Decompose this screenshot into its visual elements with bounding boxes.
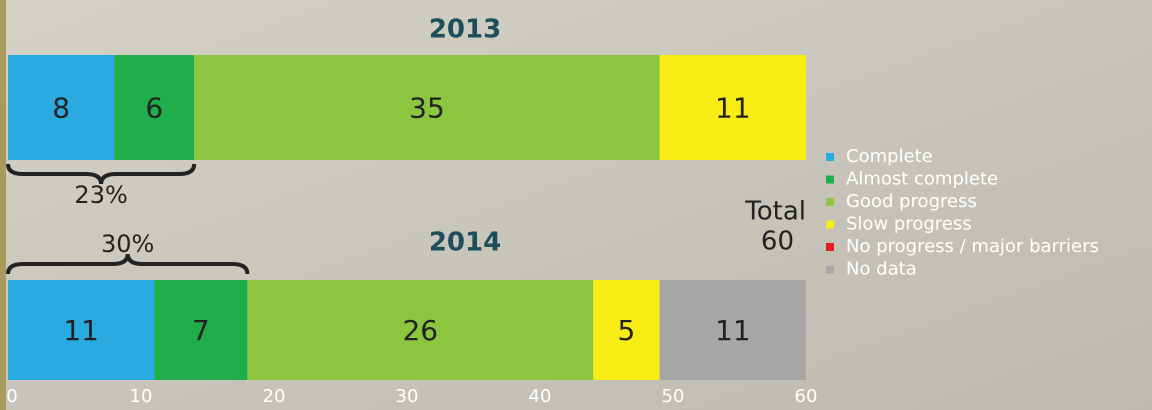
x-tick-label: 10 [130, 386, 153, 407]
legend-marker [826, 176, 834, 184]
x-tick-label: 50 [662, 386, 685, 407]
x-tick-label: 60 [795, 386, 818, 407]
total-label: Total [744, 197, 806, 227]
annotation: 30% [101, 230, 154, 258]
bar-title: 2014 [429, 228, 501, 258]
legend-marker [826, 221, 834, 229]
x-tick-label: 30 [396, 386, 419, 407]
chart: 0 10 20 30 40 50 60 2013 8 6 35 11 2014 11 7 26 5 11 23% 30… [0, 0, 1152, 410]
legend-label: Slow progress [846, 214, 972, 235]
legend-label: Good progress [846, 191, 977, 212]
total-value: 60 [761, 227, 794, 257]
value-label: 35 [409, 92, 445, 125]
legend-label: No progress / major barriers [846, 236, 1099, 257]
x-tick-label: 20 [263, 386, 286, 407]
value-label: 26 [402, 314, 438, 347]
value-label: 11 [715, 314, 751, 347]
x-tick-label: 40 [529, 386, 552, 407]
edge [0, 0, 6, 410]
legend-label: Almost complete [846, 169, 998, 190]
bar-title: 2013 [429, 15, 501, 45]
value-label: 8 [52, 92, 70, 125]
legend-marker [826, 266, 834, 274]
annotation: 23% [74, 181, 127, 209]
value-label: 6 [145, 92, 163, 125]
legend-marker [826, 198, 834, 206]
x-tick-label: 0 [6, 386, 17, 407]
legend-label: Complete [846, 146, 933, 167]
legend-marker [826, 243, 834, 251]
legend-label: No data [846, 259, 917, 280]
legend-marker [826, 153, 834, 161]
value-label: 5 [618, 314, 636, 347]
value-label: 7 [192, 314, 210, 347]
value-label: 11 [63, 314, 99, 347]
value-label: 11 [715, 92, 751, 125]
